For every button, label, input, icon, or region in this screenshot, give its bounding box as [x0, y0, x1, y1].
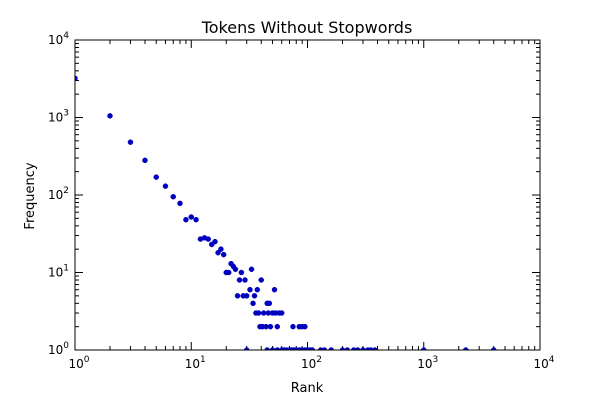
- data-point: [248, 266, 255, 273]
- data-point: [321, 347, 328, 350]
- data-points: [75, 75, 497, 350]
- data-point: [269, 347, 276, 350]
- data-point: [490, 347, 497, 350]
- data-point: [463, 347, 469, 350]
- data-point: [234, 293, 241, 299]
- data-point: [421, 347, 427, 350]
- data-point: [242, 277, 248, 283]
- x-tick-label: 103: [417, 355, 438, 371]
- data-point: [354, 347, 361, 350]
- y-tick-label: 102: [48, 186, 69, 202]
- data-point: [243, 347, 250, 350]
- data-point: [271, 286, 278, 293]
- data-point: [250, 300, 256, 307]
- data-point: [170, 193, 176, 200]
- axis-ticks: 100 101 102 103 104 100 101 102 103 104: [48, 31, 555, 371]
- data-point: [127, 139, 134, 145]
- data-point: [274, 323, 281, 330]
- data-point: [153, 174, 160, 180]
- data-point: [328, 347, 334, 350]
- data-point: [212, 238, 218, 245]
- data-point: [372, 347, 378, 350]
- x-tick-label: 102: [301, 355, 322, 371]
- data-point: [205, 236, 211, 242]
- data-point: [162, 183, 169, 189]
- data-point: [218, 246, 224, 252]
- x-axis-label: Rank: [291, 381, 324, 396]
- data-point: [254, 286, 261, 293]
- data-point: [274, 347, 281, 350]
- y-tick-label: 100: [48, 341, 69, 357]
- data-point: [236, 277, 243, 283]
- y-tick-label: 103: [48, 109, 69, 125]
- data-point: [243, 293, 250, 299]
- data-point: [339, 347, 346, 350]
- data-point: [193, 216, 199, 223]
- data-point: [266, 300, 273, 307]
- chart-title: Tokens Without Stopwords: [201, 18, 413, 37]
- data-point: [225, 269, 232, 276]
- y-tick-label: 101: [48, 264, 69, 280]
- data-point: [344, 347, 351, 350]
- data-point: [367, 347, 374, 350]
- data-point: [267, 323, 274, 330]
- x-tick-label: 100: [68, 355, 89, 371]
- data-point: [238, 269, 245, 276]
- data-point: [75, 75, 78, 82]
- data-point: [360, 347, 366, 350]
- data-point: [220, 251, 227, 258]
- data-point: [260, 310, 267, 316]
- data-point: [188, 214, 194, 220]
- data-point: [264, 347, 270, 350]
- data-point: [258, 277, 264, 283]
- x-tick-label: 104: [533, 355, 554, 371]
- data-point: [278, 310, 285, 316]
- data-point: [251, 293, 258, 299]
- plot-area-frame: [74, 39, 541, 351]
- data-point: [177, 200, 183, 207]
- x-tick-label: 101: [185, 355, 206, 371]
- data-point: [255, 310, 262, 316]
- y-tick-label: 104: [48, 31, 69, 47]
- data-point: [107, 113, 113, 119]
- data-point: [142, 157, 148, 164]
- data-point: [183, 216, 189, 223]
- y-axis-label: Frequency: [23, 162, 38, 229]
- data-point: [290, 323, 296, 330]
- data-point: [232, 266, 239, 273]
- data-point: [247, 286, 253, 293]
- data-point: [302, 323, 308, 330]
- data-point: [215, 249, 221, 256]
- data-point: [309, 347, 316, 350]
